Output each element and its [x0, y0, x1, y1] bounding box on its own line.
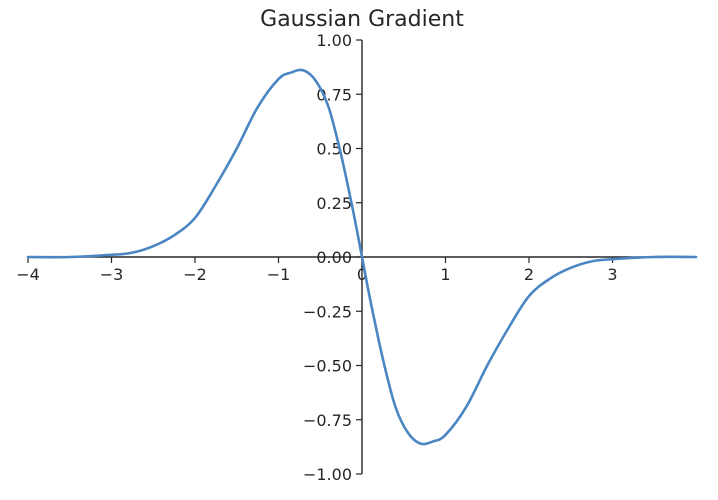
- x-tick-label: 1: [440, 265, 450, 284]
- x-tick-label: −1: [267, 265, 291, 284]
- axes: −4 −3 −2 −1 0 1 2 31.000.750.500.250.00−0.25−0.…: [16, 31, 696, 484]
- y-tick-label: 0.25: [316, 194, 352, 213]
- x-tick-label: −2: [183, 265, 207, 284]
- series-line: [26, 68, 698, 446]
- x-tick-label: −3: [100, 265, 124, 284]
- x-tick-label: 0: [357, 265, 367, 284]
- x-tick-label: −4: [16, 265, 40, 284]
- y-tick-label: 0.50: [316, 140, 352, 159]
- y-tick-label: −1.00: [303, 465, 352, 484]
- x-tick-label: 3: [607, 265, 617, 284]
- x-tick-label: 2: [524, 265, 534, 284]
- y-tick-label: −0.75: [303, 411, 352, 430]
- y-tick-label: −0.25: [303, 302, 352, 321]
- y-tick-label: −0.50: [303, 357, 352, 376]
- y-tick-label: 1.00: [316, 31, 352, 50]
- chart-title: Gaussian Gradient: [260, 7, 464, 32]
- series-layer: [26, 68, 698, 446]
- y-tick-label: 0.00: [316, 248, 352, 267]
